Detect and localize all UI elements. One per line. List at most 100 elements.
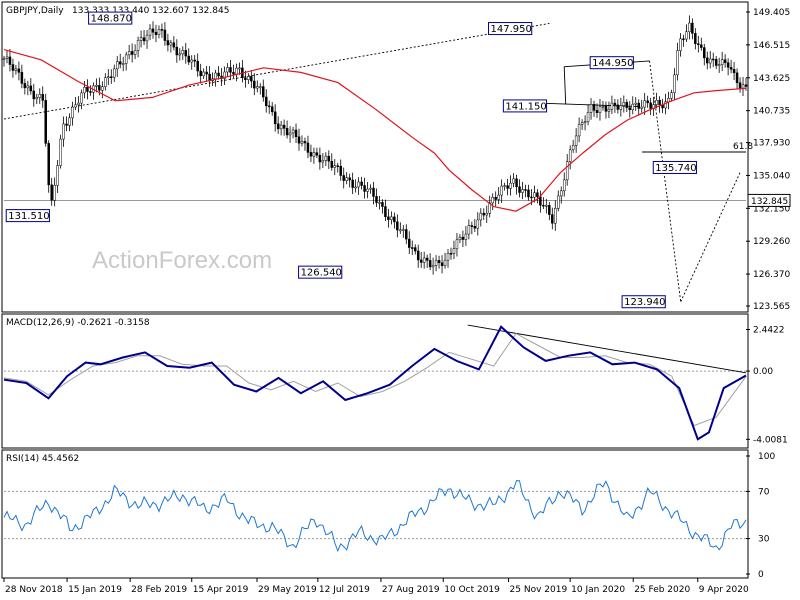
candle-body (157, 29, 161, 35)
candle-body (226, 67, 229, 73)
candle-body (297, 136, 301, 144)
candle-body (720, 59, 724, 65)
x-tick-label: 10 Jan 2020 (571, 585, 625, 595)
candle-body (145, 34, 149, 42)
candle-body (577, 124, 581, 137)
candle-body (634, 102, 637, 105)
candle-body (470, 225, 474, 227)
candle-body (452, 248, 456, 254)
candle-body (491, 197, 494, 204)
candle-body (557, 195, 560, 209)
candle-body (113, 68, 116, 78)
candle-body (655, 99, 658, 105)
price-tick-label: 126.370 (753, 270, 790, 280)
candle-body (375, 196, 378, 203)
price-label-box (621, 295, 666, 309)
candle-body (449, 252, 453, 255)
candle-body (175, 46, 179, 56)
candle-body (229, 67, 232, 73)
price-label-box (652, 160, 697, 174)
candle-body (530, 196, 533, 199)
fibonacci-level-label: 61.8 (733, 142, 753, 152)
candle-body (458, 236, 462, 241)
candle-body (336, 165, 340, 167)
candle-body (47, 143, 50, 186)
candle-body (613, 102, 617, 106)
price-tick-label: 123.565 (753, 302, 790, 312)
candle-body (20, 72, 24, 84)
candle-body (256, 86, 259, 89)
price-candles (2, 15, 748, 275)
candle-body (154, 31, 158, 35)
macd-signal-line (3, 332, 747, 427)
candle-body (619, 105, 623, 110)
candle-body (384, 206, 387, 218)
candle-body (664, 101, 667, 109)
candle-body (631, 103, 635, 110)
candle-body (244, 77, 247, 80)
candle-body (473, 226, 477, 229)
candle-body (616, 104, 620, 110)
candle-body (536, 192, 539, 198)
candle-body (643, 100, 646, 108)
candle-body (11, 64, 15, 71)
rsi-tick-label: 70 (758, 487, 770, 497)
candle-body (685, 31, 688, 40)
candle-body (232, 72, 235, 75)
candle-body (703, 47, 706, 59)
price-label-box (589, 56, 634, 70)
candle-body (729, 67, 733, 70)
candle-body (59, 138, 62, 166)
candle-body (288, 132, 292, 136)
candle-body (390, 216, 393, 220)
candle-body (259, 86, 262, 88)
candle-body (419, 259, 423, 263)
candle-body (673, 74, 676, 93)
price-label-text: 135.740 (655, 163, 696, 174)
candle-body (53, 185, 56, 201)
candle-body (56, 165, 59, 186)
candle-body (443, 259, 447, 266)
candle-body (309, 152, 313, 157)
candle-body (50, 184, 53, 201)
candle-body (14, 68, 18, 71)
candle-body (369, 187, 372, 190)
candle-body (512, 178, 515, 184)
candle-body (521, 189, 524, 193)
candle-body (324, 155, 328, 161)
candle-body (565, 161, 569, 181)
x-tick-label: 10 Oct 2019 (444, 585, 500, 595)
price-label-text: 147.950 (491, 24, 532, 35)
candle-body (294, 129, 298, 137)
macd-lines (3, 324, 747, 441)
candle-body (649, 102, 652, 109)
moving-average-line (3, 49, 747, 212)
candle-body (136, 40, 140, 51)
candle-body (726, 62, 730, 68)
candle-body (273, 111, 277, 125)
candle-body (342, 175, 345, 181)
candle-body (506, 185, 509, 189)
candle-body (434, 260, 438, 266)
candle-body (527, 189, 530, 198)
candle-body (408, 238, 411, 248)
price-tick-label: 137.930 (753, 139, 790, 149)
candle-body (595, 110, 599, 114)
candle-body (351, 179, 354, 188)
candle-body (17, 68, 21, 73)
candle-body (32, 90, 36, 100)
candle-body (735, 72, 739, 83)
candle-body (172, 42, 176, 48)
candle-body (682, 38, 685, 41)
candle-body (741, 84, 745, 89)
candle-body (667, 98, 670, 102)
candle-body (509, 182, 512, 189)
candle-body (333, 165, 337, 168)
candle-body (697, 43, 700, 46)
candle-body (130, 51, 134, 55)
rsi-axis: 100 70 30 0 (4, 452, 775, 580)
candle-body (607, 109, 611, 112)
current-price-marker: 132.845 (747, 193, 791, 207)
price-label-box (88, 11, 133, 25)
rsi-lines (3, 480, 747, 553)
